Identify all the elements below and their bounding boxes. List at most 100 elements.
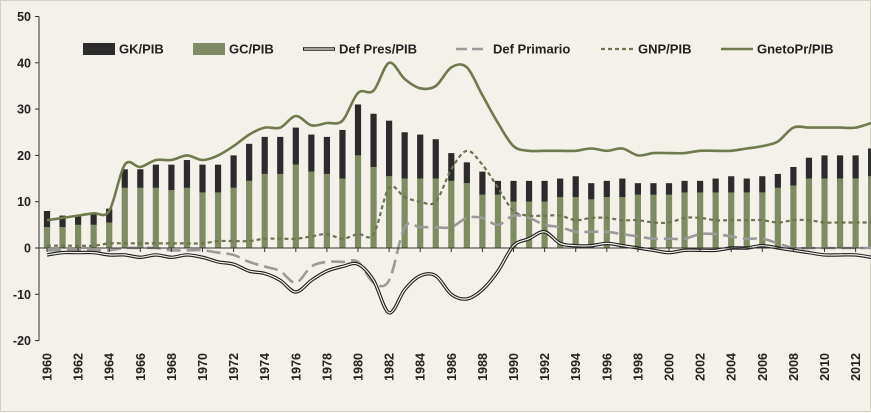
gk-bar-2012 [852,155,859,179]
gk-bar-1992 [541,180,548,202]
gk-bar-2006 [759,176,766,193]
gc-bar-1960 [43,227,51,248]
gc-bar-2002 [697,192,704,248]
gk-bar-1961 [59,215,66,228]
y-tick-label--10: -10 [13,288,31,302]
gk-bar-1982 [386,120,393,177]
x-tick-label-1996: 1996 [600,353,614,381]
y-tick-label-20: 20 [17,149,31,163]
x-tick-label-1960: 1960 [41,353,55,381]
gk-bar-1979 [339,129,346,179]
x-tick-label-2006: 2006 [756,353,770,381]
gk-bar-1975 [277,136,284,174]
x-tick-label-2002: 2002 [694,353,708,381]
gk-bar-1984 [417,134,424,179]
gc-bar-2007 [774,187,781,248]
x-tick-label-1994: 1994 [569,353,583,381]
gc-bar-1985 [432,178,439,248]
gc-bar-1963 [90,224,97,248]
gk-bar-1981 [370,113,377,167]
gc-bar-1992 [541,201,548,248]
gk-bar-1994 [572,176,579,198]
gc-bar-1979 [339,178,346,248]
gk-bar-1988 [479,171,486,195]
x-tick-label-2000: 2000 [663,353,677,381]
gk-bar-2001 [681,180,688,193]
x-tick-label-1962: 1962 [72,353,86,381]
legend-item-5-label: GNP/PIB [638,42,691,57]
gc-bar-2012 [852,178,859,248]
x-tick-label-1990: 1990 [507,353,521,381]
gc-bar-2011 [836,178,844,248]
gk-bar-2007 [774,173,781,188]
legend-item-2-swatch [193,43,225,55]
gk-bar-1980 [354,104,362,156]
x-tick-label-1992: 1992 [538,353,552,381]
x-tick-labels: 1960 1962 1964 1966 1968 1970 1972 1974 1976 1978… [41,248,863,381]
gc-bar-1968 [168,190,175,248]
gk-bar-1999 [650,183,657,195]
x-tick-label-1984: 1984 [414,353,428,381]
gc-bar-1971 [214,192,222,248]
gk-bar-1991 [525,180,533,202]
y-tick-labels: -20 -10 0 10 20 30 40 50 [13,10,39,348]
gk-bar-1966 [137,169,144,188]
x-tick-label-1982: 1982 [383,353,397,381]
gneto-line [46,61,871,222]
gk-bar-1962 [75,215,82,225]
gc-bar-1964 [106,222,113,248]
gnp-line [47,149,871,247]
gk-bar-1963 [90,213,97,225]
gk-bar-1987 [463,162,470,184]
gk-bar-2009 [805,157,813,179]
gk-bar-1976 [292,127,299,165]
x-tick-label-1966: 1966 [134,353,148,381]
x-tick-label-1970: 1970 [196,353,210,381]
x-tick-label-2012: 2012 [849,353,863,381]
gc-bar-1977 [308,171,315,248]
gk-bar-2005 [743,178,750,193]
gk-bar-2013 [868,148,871,177]
legend-item-1-label: GK/PIB [119,42,164,57]
y-tick-label-50: 50 [17,10,31,24]
gc-bar-1972 [230,187,237,248]
gk-bar-1970 [199,164,206,193]
x-tick-label-1964: 1964 [103,353,117,381]
gc-bar-1990 [510,201,517,248]
gc-bar-1991 [525,201,533,248]
gc-bar-1994 [572,197,579,248]
gc-bar-1981 [370,166,377,248]
gc-bar-1967 [152,187,159,248]
x-tick-label-1998: 1998 [631,353,645,381]
x-tick-label-1978: 1978 [320,353,334,381]
gc-bar-1993 [557,197,564,248]
gk-bar-2010 [821,155,828,179]
gc-bar-1966 [137,187,144,248]
legend-item-6-label: GnetoPr/PIB [757,42,834,57]
gk-bar-1996 [603,180,610,198]
gk-bar-2003 [712,178,719,193]
gk-bar-2004 [728,176,735,193]
gc-bar-1987 [463,183,470,248]
gc-bar-1995 [588,199,595,248]
y-tick-label--20: -20 [13,334,31,348]
legend-item-4-label: Def Primario [493,42,570,57]
gc-bar-2001 [681,192,688,248]
gc-bar-1962 [75,224,82,248]
gk-bar-1969 [183,160,191,188]
gk-bar-1968 [168,164,175,191]
x-tick-label-1988: 1988 [476,353,490,381]
gk-bar-2000 [665,183,673,195]
x-tick-label-1968: 1968 [165,353,179,381]
gk-bar-1967 [152,164,159,188]
gc-bar-1980 [354,155,362,248]
gc-bar-1998 [634,194,641,248]
gk-bar-1997 [619,178,626,198]
x-tick-label-1986: 1986 [445,353,459,381]
gc-bar-2009 [805,178,813,248]
gk-bar-1977 [308,134,315,172]
gc-bar-1997 [619,197,626,248]
gc-bar-1970 [199,192,206,248]
gc-bar-1961 [59,227,66,248]
